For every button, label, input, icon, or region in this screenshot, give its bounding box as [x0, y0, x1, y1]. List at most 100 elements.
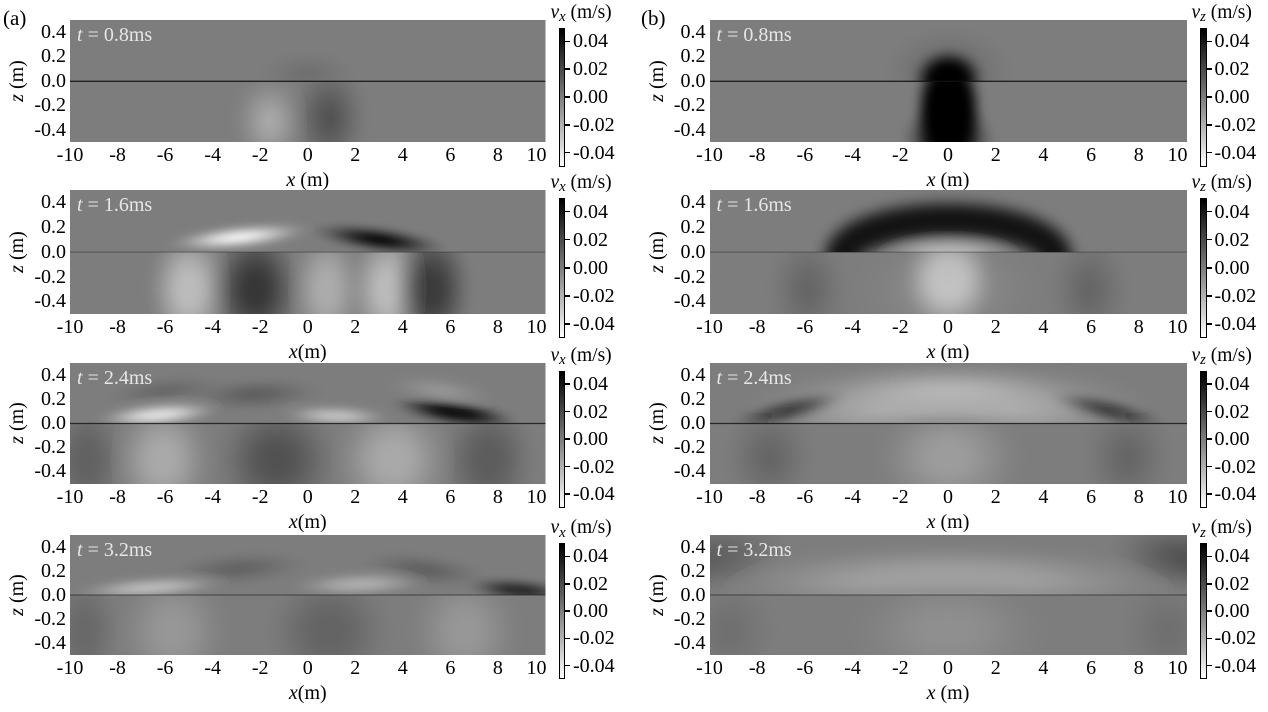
x-tick-label: 10 [1167, 656, 1188, 679]
label-variable: v [550, 345, 560, 366]
colorbar-title-b2: vz (m/s) [1191, 172, 1252, 195]
colorbar-tick-label: -0.02 [1214, 113, 1257, 136]
x-tick-label: 8 [492, 315, 503, 338]
time-annotation-a1: t = 0.8ms [77, 23, 152, 47]
y-tick-label: 0.0 [41, 583, 66, 606]
x-tick-label: -4 [204, 315, 222, 338]
label-variable: z [646, 607, 668, 616]
label-unit: (m) [646, 59, 668, 94]
label-unit: (m) [935, 169, 970, 191]
wavefront-feature [358, 551, 491, 589]
colorbar-tick [565, 210, 570, 213]
wavefront-feature [288, 251, 365, 314]
x-tick-label: -2 [251, 656, 269, 679]
x-tick-label: -2 [251, 485, 269, 508]
x-tick-label: -6 [796, 144, 814, 166]
colorbar-tick-label: -0.02 [573, 113, 615, 136]
y-tick-label: -0.2 [673, 607, 706, 630]
y-tick-label: 0.0 [41, 69, 66, 92]
x-tick-label: 4 [397, 485, 408, 508]
wavefront-feature [389, 395, 522, 423]
label-variable: z [6, 93, 28, 102]
time-annotation-b1: t = 0.8ms [717, 23, 792, 47]
x-tick-label: 4 [397, 315, 408, 338]
colorbar-b1 [1199, 27, 1207, 167]
x-tick-label: -8 [748, 485, 766, 508]
x-tick-label: 2 [990, 315, 1001, 338]
wavefront-feature [279, 404, 394, 423]
colorbar-tick-label: 0.02 [573, 400, 608, 423]
colorbar-tick [1206, 493, 1212, 495]
x-tick-label: -10 [696, 315, 723, 338]
y-tick-label: 0.0 [41, 240, 66, 263]
colorbar-tick [1206, 68, 1212, 70]
label-variable-subscript: x [559, 179, 566, 196]
colorbar-tick [565, 323, 570, 325]
label-unit: (m/s) [1205, 345, 1252, 366]
y-tick-label: 0.0 [41, 412, 66, 434]
colorbar-a2 [558, 197, 565, 339]
colorbar-tick [565, 493, 570, 495]
colorbar-title-a2: vx (m/s) [551, 173, 612, 196]
time-annotation-a3: t = 2.4ms [77, 366, 152, 390]
label-variable: t [716, 538, 723, 561]
y-tick-label: 0.0 [680, 240, 706, 263]
x-tick-label: -8 [109, 144, 126, 166]
label-unit: (m) [6, 59, 28, 94]
x-tick-label: -10 [696, 485, 723, 508]
y-tick-label: 0.4 [680, 190, 706, 213]
wavefront-feature [881, 24, 1015, 81]
label-variable: t [77, 193, 83, 216]
x-tick-label: -10 [696, 656, 723, 679]
wavefront-feature [288, 80, 370, 142]
y-tick-label: 0.0 [680, 583, 706, 606]
x-tick-label: 4 [1038, 485, 1049, 508]
wavefront-feature [764, 251, 851, 314]
x-tick-label: 2 [990, 656, 1001, 679]
colorbar-tick-label: -0.02 [573, 627, 615, 650]
wavefront-feature [407, 594, 522, 655]
colorbar-tick-label: 0.02 [573, 228, 608, 251]
x-tick-label: -4 [204, 656, 222, 679]
colorbar-tick [565, 610, 570, 612]
label-variable: z [6, 607, 28, 616]
colorbar-tick [1206, 96, 1212, 98]
x-tick-label: 0 [943, 315, 953, 338]
wavefront-feature [162, 550, 315, 586]
label-unit: (m) [646, 230, 668, 265]
colorbar-tick-label: 0.00 [573, 428, 608, 451]
x-tick-label: 0 [302, 144, 313, 166]
x-tick-label: -4 [844, 656, 861, 679]
x-tick-label: -8 [748, 656, 766, 679]
heatmap-panel-a3 [70, 362, 546, 484]
colorbar-tick-label: 0.00 [573, 600, 608, 622]
label-variable: t [77, 366, 83, 389]
colorbar-tick [565, 68, 570, 70]
x-tick-label: -8 [109, 315, 126, 338]
y-tick-label: 0.4 [41, 190, 66, 213]
y-axis-label-b3: z (m) [646, 378, 668, 468]
wavefront-feature [70, 594, 123, 655]
label-unit: (m) [646, 402, 668, 437]
x-axis-label-a1: x (m) [248, 168, 368, 192]
x-tick-label: 2 [990, 485, 1001, 508]
label-variable-subscript: x [559, 352, 566, 369]
colorbar-tick-label: 0.04 [1214, 373, 1250, 396]
x-tick-label: 6 [445, 656, 456, 679]
colorbar-tick-label: 0.00 [1214, 86, 1250, 108]
wavefront-feature [207, 251, 303, 314]
label-variable: x [288, 510, 298, 533]
colorbar-title-a1: vx (m/s) [551, 3, 612, 25]
wavefront-feature [838, 364, 1058, 409]
label-unit: = 0.8ms [722, 23, 792, 46]
x-tick-label: -8 [109, 485, 126, 508]
label-variable: v [1191, 172, 1201, 193]
x-tick-label: 2 [990, 144, 1001, 166]
label-variable: v [550, 517, 560, 539]
label-variable: z [646, 93, 668, 102]
label-unit: (m) [646, 573, 668, 608]
y-tick-label: 0.4 [41, 535, 66, 558]
y-tick-label: -0.2 [673, 265, 706, 288]
y-tick-label: -0.4 [34, 631, 66, 654]
wavefront-feature [231, 80, 308, 142]
